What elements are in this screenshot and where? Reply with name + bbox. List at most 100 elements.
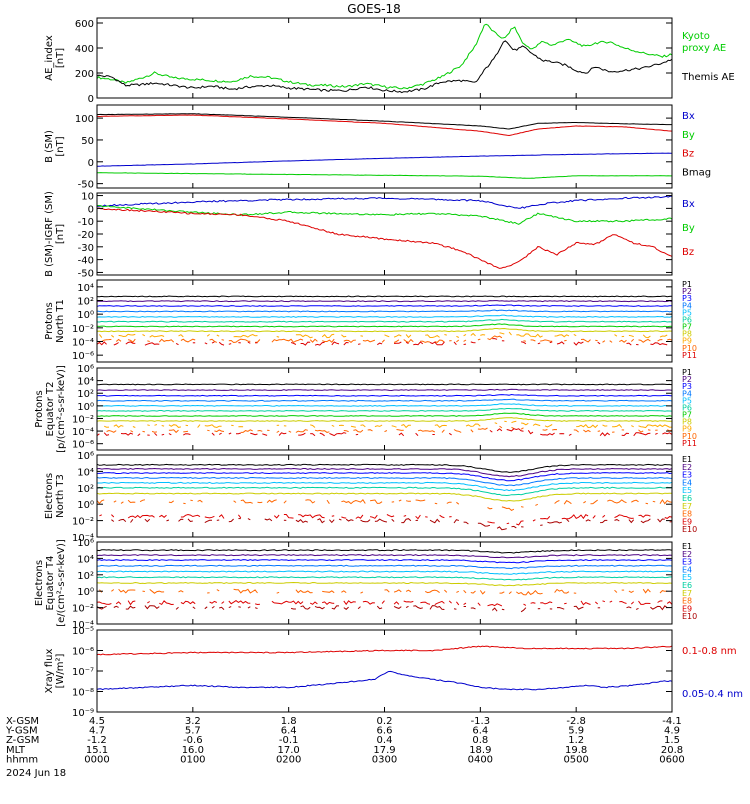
channel-trace-p11 (121, 433, 133, 435)
channel-trace-p11 (315, 342, 325, 345)
channel-trace-p9 (392, 426, 397, 427)
channel-trace-e10 (629, 520, 634, 523)
channel-trace-p9 (351, 426, 356, 427)
legend-entry: E10 (682, 612, 697, 621)
channel-trace-p9 (99, 334, 101, 337)
channel-trace-p10 (143, 431, 145, 432)
y-tick-label: 0 (88, 94, 94, 105)
channel-trace-e8 (198, 500, 203, 502)
channel-trace-p11 (358, 344, 360, 345)
channel-trace-e9 (332, 516, 334, 517)
channel-trace-p11 (169, 434, 171, 435)
channel-trace-p11 (176, 343, 178, 344)
channel-trace-p10 (456, 340, 458, 342)
y-tick-label: 400 (75, 44, 94, 55)
channel-trace-e9 (603, 601, 605, 602)
channel-trace-p10 (296, 430, 308, 433)
y-tick-label: -30 (78, 243, 94, 254)
channel-trace-e8 (114, 501, 116, 502)
channel-trace-e10 (346, 519, 353, 521)
channel-trace-e8 (128, 500, 135, 502)
y-tick-label: 10 (81, 192, 94, 203)
channel-trace-e8 (140, 500, 145, 502)
channel-trace-p9 (471, 334, 476, 336)
channel-trace-e9 (533, 520, 535, 521)
panel-en-traces (97, 464, 672, 529)
channel-trace-p11 (329, 433, 346, 436)
channel-trace-e9 (404, 516, 406, 517)
channel-trace-p10 (394, 340, 399, 343)
channel-trace-p10 (442, 430, 444, 433)
channel-trace-e8 (406, 590, 411, 592)
channel-trace-p9 (533, 424, 540, 426)
channel-trace-e9 (272, 601, 303, 604)
channel-trace-e10 (641, 519, 651, 523)
legend-entry: Bx (682, 111, 695, 122)
channel-trace-p4 (97, 310, 672, 312)
series-line-bmag (97, 114, 672, 129)
channel-trace-p11 (569, 434, 571, 435)
channel-trace-p9 (629, 335, 634, 336)
channel-trace-p10 (595, 340, 597, 341)
channel-trace-p11 (320, 433, 325, 436)
channel-trace-e9 (229, 601, 251, 604)
y-axis-label: [e/(cm²-s-sr-keV)] (56, 539, 67, 627)
legend-entry: P11 (682, 351, 697, 360)
channel-trace-p10 (540, 340, 552, 341)
channel-trace-e8 (521, 507, 523, 508)
channel-trace-p9 (612, 425, 622, 428)
channel-trace-p11 (114, 343, 119, 346)
channel-trace-e9 (435, 601, 445, 604)
channel-trace-p9 (394, 335, 401, 337)
channel-trace-p10 (603, 341, 605, 343)
channel-trace-e8 (341, 591, 346, 593)
date-label: 2024 Jun 18 (6, 768, 66, 779)
channel-trace-e10 (205, 520, 212, 522)
channel-trace-e3 (97, 473, 672, 481)
channel-trace-e1 (97, 550, 672, 553)
channel-trace-p9 (179, 335, 184, 337)
channel-trace-p11 (236, 433, 241, 434)
channel-trace-p9 (361, 425, 366, 427)
channel-trace-e9 (540, 602, 552, 604)
channel-trace-p11 (598, 342, 600, 344)
channel-trace-e10 (339, 519, 341, 520)
channel-trace-p10 (610, 341, 612, 343)
channel-trace-p9 (296, 335, 313, 338)
channel-trace-e9 (310, 602, 317, 604)
channel-trace-e9 (128, 601, 135, 605)
y-tick-label: -40 (78, 256, 94, 267)
channel-trace-e8 (444, 590, 446, 592)
channel-trace-p10 (277, 431, 279, 432)
panel-frame (97, 630, 672, 712)
channel-trace-e9 (238, 515, 240, 518)
y-tick-label: 10⁻⁶ (72, 351, 94, 362)
channel-trace-p3 (97, 395, 672, 397)
channel-trace-p10 (344, 431, 349, 432)
channel-trace-p11 (538, 343, 540, 344)
y-axis-label: AE_index (44, 35, 55, 81)
channel-trace-e8 (583, 501, 585, 503)
legend-entry: Bz (682, 247, 694, 258)
channel-trace-e10 (111, 520, 113, 522)
channel-trace-p9 (234, 335, 258, 338)
panel-frame (97, 280, 672, 362)
y-axis-label: North T3 (55, 474, 66, 518)
channel-trace-p10 (478, 339, 480, 340)
channel-trace-e9 (356, 515, 363, 519)
channel-trace-e10 (205, 607, 207, 609)
channel-trace-p10 (181, 339, 195, 342)
series-line-bz (97, 208, 672, 269)
channel-trace-p10 (183, 431, 188, 432)
channel-trace-e10 (375, 519, 387, 522)
channel-trace-e9 (456, 602, 458, 605)
channel-trace-p10 (344, 340, 356, 342)
channel-trace-p10 (159, 339, 173, 342)
series-line-by (97, 206, 672, 225)
panel-pe-traces (97, 384, 672, 436)
y-tick-label: 10⁻⁴ (72, 427, 94, 438)
channel-trace-p9 (495, 423, 497, 424)
channel-trace-e9 (658, 601, 663, 603)
